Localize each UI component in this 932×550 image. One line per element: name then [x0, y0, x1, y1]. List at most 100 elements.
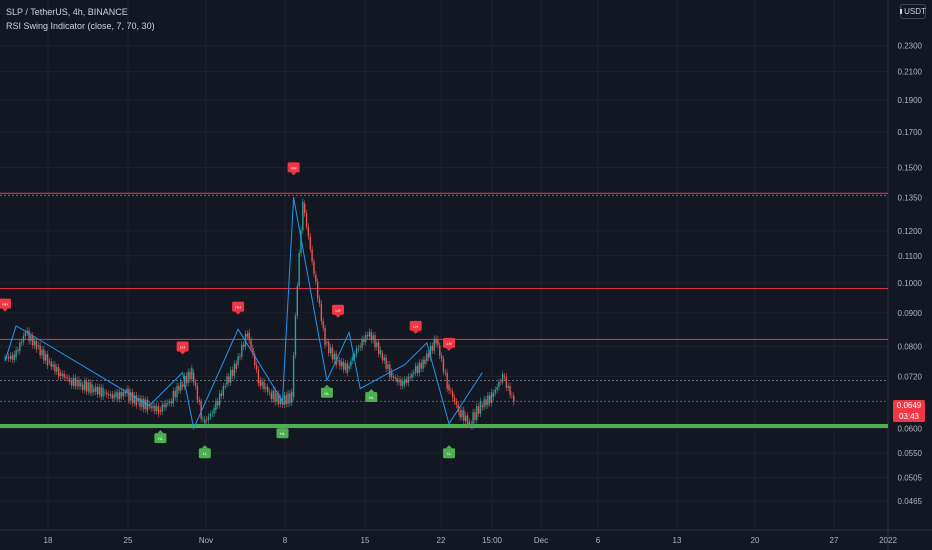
swing-marker-hl[interactable]: HL: [276, 425, 289, 439]
candle: [394, 378, 397, 379]
candle: [355, 348, 358, 355]
candle: [80, 382, 82, 387]
svg-text:LH: LH: [413, 324, 418, 329]
candle: [431, 345, 434, 351]
candle: [207, 416, 210, 421]
candle: [468, 421, 471, 425]
candle: [492, 392, 495, 397]
candle: [137, 398, 139, 402]
candle: [346, 363, 348, 374]
candle: [402, 381, 404, 386]
candle: [69, 378, 71, 382]
swing-marker-lh[interactable]: LH: [176, 341, 189, 355]
candle: [20, 341, 23, 343]
candle: [102, 388, 104, 397]
swing-marker-hl[interactable]: HL: [154, 430, 167, 444]
candle: [370, 332, 372, 341]
currency-button[interactable]: USDT: [900, 4, 926, 19]
candle: [87, 382, 89, 392]
candle: [139, 398, 141, 408]
square-icon: [900, 9, 903, 14]
countdown-timer: 03:43: [898, 412, 920, 422]
candle: [56, 367, 58, 372]
y-tick-label: 0.1350: [898, 193, 923, 202]
symbol-title[interactable]: SLP / TetherUS, 4h, BINANCE: [6, 7, 128, 17]
candle: [61, 373, 64, 376]
candle: [220, 393, 223, 396]
swing-marker-lh[interactable]: LH: [409, 320, 422, 334]
candle: [224, 386, 226, 387]
candle: [35, 340, 38, 350]
candle: [350, 360, 352, 366]
candle: [353, 354, 356, 358]
indicator-title[interactable]: RSI Swing Indicator (close, 7, 70, 30): [6, 21, 155, 31]
y-tick-label: 0.1200: [898, 227, 923, 236]
candle: [348, 365, 350, 369]
candle: [89, 382, 91, 393]
candle: [13, 354, 15, 360]
candle: [4, 357, 6, 359]
candle: [263, 381, 265, 389]
swing-marker-hh[interactable]: HH: [0, 298, 11, 312]
candle: [255, 365, 258, 370]
swing-marker-hl[interactable]: HL: [365, 388, 378, 402]
swing-marker-hl[interactable]: HL: [320, 384, 333, 398]
candle: [392, 376, 395, 379]
candle: [513, 395, 515, 402]
chart-legend: SLP / TetherUS, 4h, BINANCE RSI Swing In…: [6, 5, 155, 33]
candle: [331, 347, 334, 360]
x-tick-label: Nov: [199, 536, 213, 545]
candle: [156, 405, 158, 412]
swing-marker-hh[interactable]: HH: [287, 162, 300, 176]
candle: [98, 387, 101, 395]
candle: [267, 386, 269, 392]
y-tick-label: 0.0465: [898, 497, 923, 506]
candle: [316, 281, 319, 299]
swing-marker-ll[interactable]: LL: [443, 445, 455, 459]
candle: [19, 342, 21, 352]
current-price-tag: 0.0649 03:43: [893, 400, 925, 423]
candle: [248, 332, 250, 341]
candle: [120, 392, 123, 397]
candle: [289, 393, 291, 403]
candle: [93, 388, 95, 392]
candle: [320, 303, 323, 322]
candle: [396, 378, 398, 383]
candle: [218, 393, 221, 406]
y-tick-label: 0.1700: [898, 128, 923, 137]
y-tick-label: 0.2100: [898, 68, 923, 77]
candle: [442, 358, 445, 372]
candle: [146, 399, 149, 411]
candle: [54, 364, 56, 372]
swing-marker-hh[interactable]: HH: [232, 301, 245, 315]
candle: [57, 367, 60, 377]
svg-text:LH: LH: [335, 308, 340, 313]
candle: [37, 345, 39, 347]
candle: [459, 410, 461, 418]
candle: [326, 341, 328, 343]
candle: [437, 339, 439, 346]
candle: [43, 349, 45, 361]
svg-text:HL: HL: [158, 436, 164, 441]
candle: [204, 419, 206, 424]
candle: [322, 321, 324, 328]
candle: [235, 363, 237, 369]
candle: [274, 390, 276, 402]
swing-marker-lh[interactable]: LH: [443, 337, 455, 351]
y-tick-label: 0.1500: [898, 163, 923, 172]
candle: [83, 381, 86, 390]
candle: [461, 410, 463, 418]
swing-marker-ll[interactable]: LL: [198, 445, 211, 459]
candle: [426, 353, 428, 362]
candle: [283, 395, 286, 405]
candle: [389, 364, 391, 378]
candle: [294, 315, 297, 356]
candle: [472, 412, 474, 427]
candle: [6, 356, 8, 358]
candle: [318, 298, 321, 304]
y-tick-label: 0.0720: [898, 372, 923, 381]
swing-marker-lh[interactable]: LH: [332, 304, 344, 318]
candle: [479, 400, 482, 414]
x-tick-label: 22: [437, 536, 446, 545]
